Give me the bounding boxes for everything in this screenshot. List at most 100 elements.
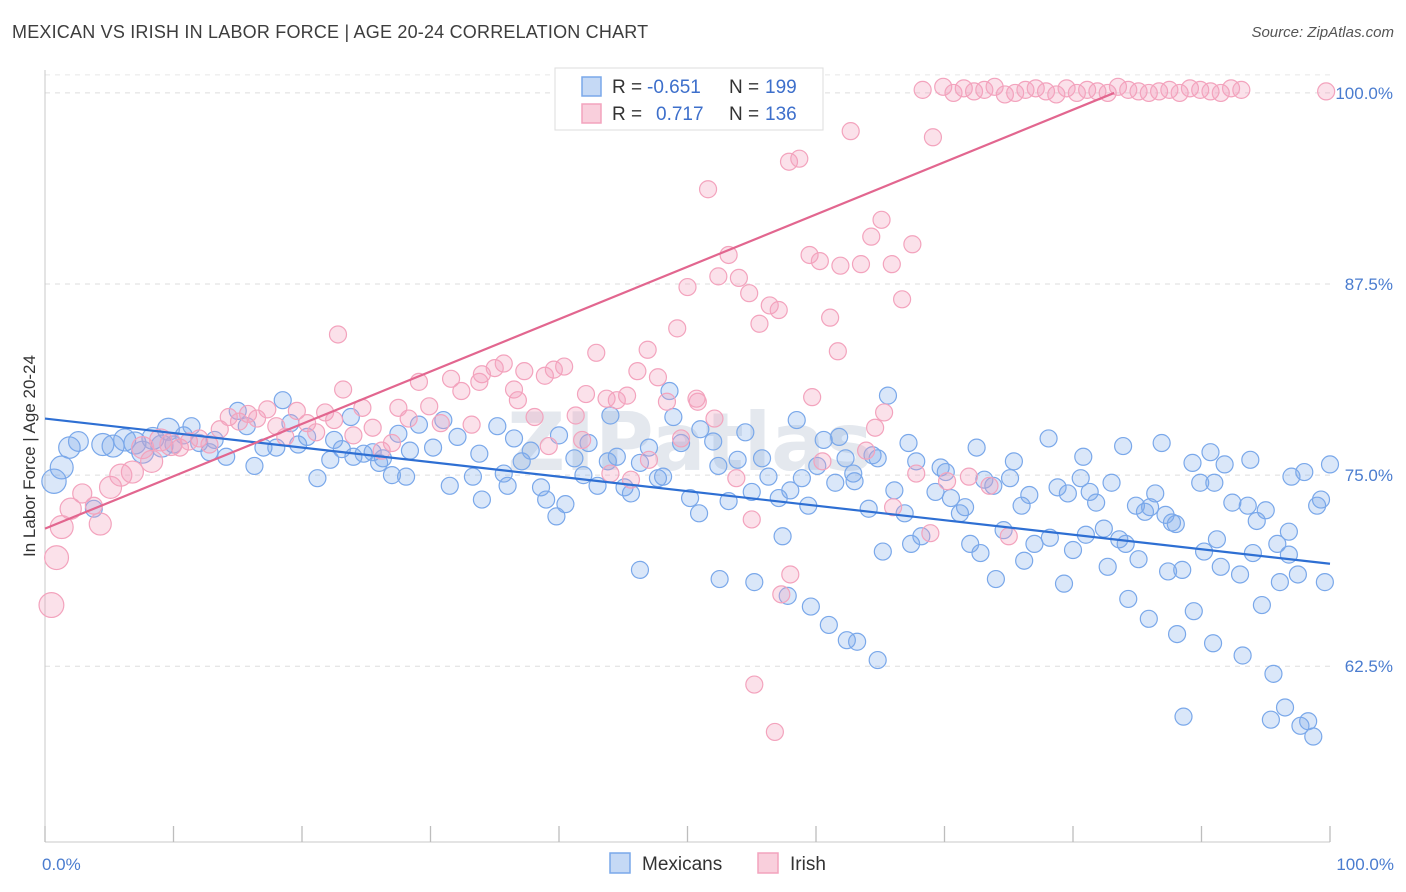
irish-point	[831, 256, 850, 275]
legend-swatch-mexicans	[609, 852, 631, 874]
mexicans-point	[745, 573, 764, 592]
mexicans-point	[434, 410, 453, 430]
mexicans-point	[1000, 469, 1020, 488]
mexicans-point	[1167, 624, 1187, 644]
irish-point	[485, 358, 504, 378]
mexicans-point	[836, 449, 855, 468]
mexicans-point	[1094, 519, 1113, 538]
mexicans-point	[986, 569, 1006, 589]
irish-point	[389, 398, 408, 417]
irish-point	[999, 527, 1018, 546]
irish-point	[657, 392, 677, 411]
mexicans-point	[1152, 433, 1171, 453]
mexicans-point	[1230, 565, 1250, 584]
mexicans-point	[773, 527, 792, 546]
mexicans-point	[1205, 473, 1224, 492]
mexicans-point	[41, 468, 67, 494]
irish-point	[985, 77, 1004, 96]
mexicans-point	[819, 615, 838, 635]
mexicans-point	[531, 478, 551, 497]
irish-point	[1047, 85, 1066, 104]
irish-point	[882, 255, 901, 274]
mexicans-point	[1299, 712, 1318, 731]
mexicans-point	[885, 481, 904, 500]
mexicans-point	[1256, 501, 1275, 520]
irish-point	[334, 380, 353, 399]
mexicans-point	[984, 476, 1003, 495]
mexicans-point	[409, 415, 429, 434]
irish-point	[1211, 83, 1230, 103]
mexicans-point	[844, 464, 863, 483]
stats-n-label-irish: N =	[729, 104, 764, 125]
series-legend: Mexicans Irish	[609, 852, 826, 875]
stats-r-value-irish: 0.717	[656, 104, 704, 125]
mexicans-point	[521, 441, 540, 460]
mexicans-point	[1098, 557, 1117, 576]
irish-point	[779, 152, 799, 171]
mexicans-point	[859, 499, 878, 518]
mexicans-point	[1048, 478, 1067, 497]
mexicans-point	[1114, 436, 1133, 456]
irish-point	[934, 77, 953, 96]
irish-point	[765, 722, 784, 742]
mexicans-point	[680, 488, 700, 508]
mexicans-point	[873, 542, 892, 561]
mexicans-point	[67, 430, 89, 452]
mexicans-point	[1268, 534, 1287, 554]
mexicans-point	[1252, 595, 1271, 615]
irish-point	[535, 366, 554, 385]
mexicans-point	[1211, 557, 1230, 576]
mexicans-point	[1126, 496, 1146, 515]
irish-point	[1317, 82, 1336, 101]
irish-point	[452, 381, 471, 401]
mexicans-point	[1194, 542, 1214, 561]
mexicans-point	[1238, 496, 1257, 515]
mexicans-point	[1129, 550, 1148, 569]
irish-point	[525, 407, 544, 427]
irish-point	[638, 340, 657, 359]
irish-point	[903, 235, 922, 254]
mexicans-point	[1282, 467, 1301, 486]
mexicans-point	[1191, 473, 1210, 492]
stats-n-label-mexicans: N =	[729, 77, 764, 98]
irish-point	[363, 418, 382, 437]
mexicans-point	[245, 456, 264, 476]
irish-point	[821, 308, 840, 327]
irish-point	[841, 122, 860, 141]
mexicans-point	[1264, 664, 1283, 683]
irish-point	[382, 433, 402, 453]
irish-point	[742, 510, 761, 529]
x-tick-label-left: 0.0%	[42, 855, 81, 874]
mexicans-point	[826, 473, 845, 492]
mexicans-point	[1241, 450, 1260, 469]
irish-point	[803, 388, 822, 407]
irish-point	[1006, 83, 1025, 103]
irish-point	[179, 432, 199, 451]
irish-point	[1067, 83, 1086, 103]
irish-point	[810, 251, 829, 271]
mexicans-point	[123, 431, 147, 455]
mexicans-point	[1233, 646, 1252, 665]
mexicans-point	[440, 476, 459, 495]
chart-title: MEXICAN VS IRISH IN LABOR FORCE | AGE 20…	[12, 22, 649, 42]
mexicans-point	[1223, 493, 1242, 512]
irish-point	[750, 314, 769, 333]
y-tick-label: 75.0%	[1345, 466, 1393, 485]
irish-point	[618, 386, 637, 405]
irish-point	[813, 452, 832, 471]
y-tick-label: 87.5%	[1345, 275, 1393, 294]
irish-point	[508, 391, 527, 410]
mexicans-point	[556, 495, 575, 514]
irish-point	[705, 409, 724, 428]
irish-point	[954, 79, 973, 98]
irish-point	[975, 80, 994, 99]
y-axis-label: In Labor Force | Age 20-24	[20, 355, 39, 557]
irish-point	[587, 343, 606, 362]
mexicans-point	[423, 438, 443, 457]
y-tick-labels: 62.5% 75.0% 87.5% 100.0%	[1335, 84, 1393, 676]
mexicans-point	[321, 450, 340, 469]
mexicans-point	[971, 543, 990, 563]
mexicans-point	[1311, 490, 1331, 509]
irish-point	[628, 362, 647, 381]
irish-point	[678, 277, 697, 297]
